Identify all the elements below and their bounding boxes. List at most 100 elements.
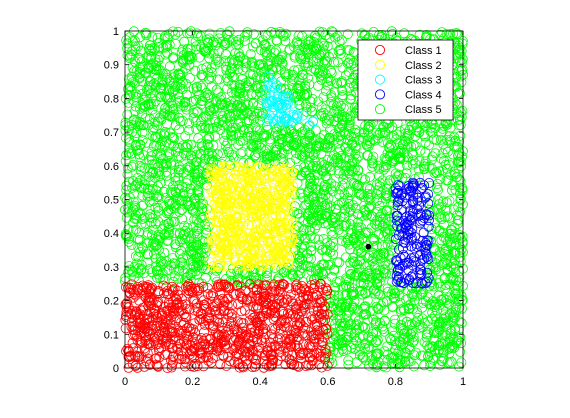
data-point-class-1 [186, 283, 197, 294]
data-point-class-5 [210, 40, 221, 51]
data-point-class-1 [228, 321, 239, 332]
data-point-class-5 [133, 145, 144, 156]
data-point-class-1 [128, 284, 139, 295]
data-point-class-5 [318, 186, 329, 197]
data-point-class-5 [155, 177, 166, 188]
data-point-class-2 [270, 249, 281, 260]
data-point-class-1 [231, 347, 242, 358]
data-point-class-1 [151, 359, 162, 370]
data-point-class-1 [288, 325, 299, 336]
data-point-class-1 [158, 321, 169, 332]
data-point-class-5 [382, 229, 393, 240]
data-point-class-5 [155, 251, 166, 262]
data-point-class-5 [409, 335, 420, 346]
data-point-class-5 [121, 212, 132, 223]
data-point-class-1 [173, 302, 184, 313]
data-point-class-5 [319, 210, 330, 221]
data-point-class-5 [419, 158, 430, 169]
data-point-class-5 [339, 208, 350, 219]
data-point-class-1 [144, 292, 155, 303]
data-point-class-5 [440, 159, 451, 170]
data-point-class-5 [413, 164, 424, 175]
data-point-class-5 [191, 41, 202, 52]
data-point-class-2 [255, 191, 266, 202]
data-point-class-2 [240, 198, 251, 209]
data-point-class-5 [303, 60, 314, 71]
data-point-class-5 [375, 253, 386, 264]
data-point-class-4 [417, 278, 428, 289]
data-point-class-5 [421, 329, 432, 340]
y-tick-label: 0.5 [104, 195, 119, 207]
legend-box [357, 39, 454, 121]
data-point-class-2 [243, 253, 254, 264]
data-point-class-1 [304, 352, 315, 363]
data-point-class-1 [260, 308, 271, 319]
data-point-class-5 [371, 348, 382, 359]
data-point-class-4 [400, 223, 411, 234]
data-point-class-5 [417, 313, 428, 324]
data-point-class-5 [335, 77, 346, 88]
data-point-class-5 [325, 75, 336, 86]
data-point-class-1 [280, 334, 291, 345]
data-point-class-5 [257, 107, 268, 118]
data-point-class-5 [296, 54, 307, 65]
data-point-class-1 [290, 328, 301, 339]
data-point-class-5 [135, 140, 146, 151]
data-point-class-5 [280, 28, 291, 39]
y-tick-label: 0.7 [104, 127, 119, 139]
data-point-class-3 [274, 97, 285, 108]
data-point-class-1 [304, 299, 315, 310]
data-point-class-5 [143, 50, 154, 61]
data-point-class-5 [422, 340, 433, 351]
data-point-class-5 [161, 39, 172, 50]
data-point-class-5 [154, 141, 165, 152]
data-point-class-5 [441, 205, 452, 216]
data-point-class-5 [263, 60, 274, 71]
data-point-class-1 [156, 310, 167, 321]
data-point-class-2 [256, 213, 267, 224]
data-point-class-2 [263, 232, 274, 243]
data-point-class-5 [360, 207, 371, 218]
data-point-class-5 [165, 111, 176, 122]
data-point-class-5 [123, 90, 134, 101]
data-point-class-5 [358, 278, 369, 289]
data-point-class-5 [190, 36, 201, 47]
data-point-class-5 [392, 357, 403, 368]
data-point-class-1 [265, 360, 276, 371]
data-point-class-2 [266, 168, 277, 179]
data-point-class-5 [388, 285, 399, 296]
data-point-class-1 [172, 297, 183, 308]
data-point-class-5 [437, 165, 448, 176]
data-point-class-5 [350, 127, 361, 138]
data-point-class-5 [354, 350, 365, 361]
data-point-class-5 [159, 130, 170, 141]
data-point-class-2 [233, 193, 244, 204]
data-point-class-5 [380, 264, 391, 275]
data-point-class-5 [131, 117, 142, 128]
data-point-class-5 [397, 334, 408, 345]
legend-marker-class-2 [374, 59, 386, 70]
data-point-class-5 [323, 51, 334, 62]
data-point-class-5 [158, 83, 169, 94]
data-point-class-4 [413, 211, 424, 222]
data-point-class-2 [243, 184, 254, 195]
data-point-class-5 [287, 80, 298, 91]
data-point-class-5 [311, 32, 322, 43]
data-point-class-1 [173, 325, 184, 336]
data-point-class-5 [208, 37, 219, 48]
data-point-class-5 [162, 93, 173, 104]
data-point-class-5 [288, 270, 299, 281]
data-point-class-5 [332, 315, 343, 326]
data-point-class-5 [129, 261, 140, 272]
data-point-class-1 [243, 332, 254, 343]
data-point-class-5 [437, 316, 448, 327]
data-point-class-5 [191, 44, 202, 55]
data-point-class-5 [225, 100, 236, 111]
data-point-class-5 [455, 332, 466, 343]
legend-label-class-4: Class 4 [405, 89, 442, 101]
data-point-class-1 [239, 305, 250, 316]
data-point-class-3 [273, 112, 284, 123]
data-point-class-5 [196, 70, 207, 81]
data-point-class-5 [303, 127, 314, 138]
data-point-class-5 [136, 263, 147, 274]
